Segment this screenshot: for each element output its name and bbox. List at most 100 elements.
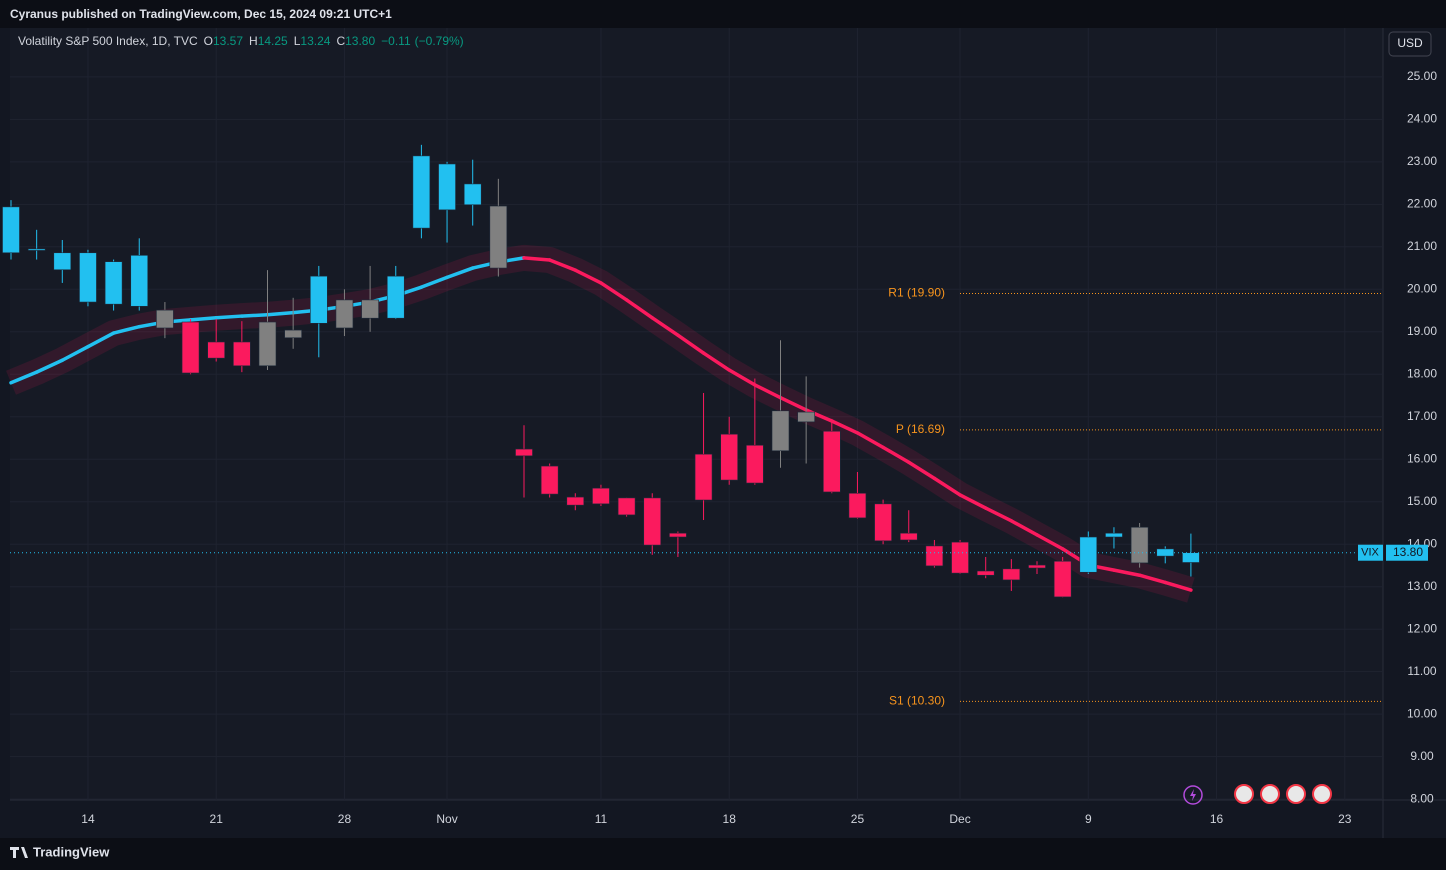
x-tick-label: 18 (723, 812, 737, 826)
candle-body (822, 430, 841, 493)
y-tick-label: 22.00 (1407, 196, 1437, 210)
candle-body (156, 309, 174, 329)
x-tick-label: 25 (851, 812, 865, 826)
candle-body (309, 275, 328, 324)
brand-text: TradingView (33, 844, 110, 859)
currency-button[interactable] (1388, 31, 1432, 57)
candle-body (771, 410, 790, 452)
candle-body (1182, 552, 1200, 563)
event-icon[interactable] (1183, 785, 1203, 805)
legend-item: L (294, 34, 301, 48)
candle-body (797, 411, 815, 423)
ma-segment (60, 344, 90, 363)
y-tick-label: 11.00 (1407, 664, 1436, 678)
candle-body (1156, 548, 1175, 557)
candle-body (1130, 526, 1149, 564)
ma-segment (240, 313, 270, 318)
ma-segment (547, 258, 578, 272)
currency-label: USD (1397, 36, 1423, 50)
y-tick-label: 9.00 (1410, 749, 1434, 763)
candle-body (1028, 564, 1046, 569)
event-flag[interactable] (1286, 784, 1306, 804)
ma-segment (599, 281, 629, 302)
candle-body (258, 321, 277, 367)
candle-body (438, 163, 456, 211)
event-flag[interactable] (1312, 784, 1332, 804)
ma-segment (778, 395, 808, 412)
ma-segment (419, 275, 449, 289)
ohlc-legend: Volatility S&P 500 Index, 1D, TVC O13.57 H… (18, 34, 464, 48)
y-tick-label: 19.00 (1407, 324, 1437, 338)
candle-body (515, 448, 533, 457)
candle-body (694, 453, 713, 501)
x-tick-label: 28 (338, 812, 352, 826)
ma-segment (983, 506, 1014, 523)
legend-item: C (336, 34, 345, 48)
candle-body (925, 545, 944, 567)
brand-logo (10, 847, 28, 858)
legend-item: Volatility S&P 500 Index, 1D, TVC (18, 34, 198, 48)
legend-item: O (204, 34, 213, 48)
x-tick-label: 16 (1210, 812, 1224, 826)
ma-segment (958, 493, 988, 510)
ma-segment (932, 476, 962, 497)
candle-body (207, 341, 225, 359)
legend-item: (−0.79%) (415, 34, 464, 48)
x-tick-label: 11 (595, 812, 608, 826)
x-tick-label: 21 (210, 812, 224, 826)
y-tick-label: 8.00 (1410, 791, 1434, 805)
ma-segment (1009, 519, 1039, 537)
ma-segment (573, 268, 603, 285)
x-tick-label: 14 (81, 812, 95, 826)
candle-body (130, 255, 149, 307)
y-tick-label: 20.00 (1407, 281, 1437, 295)
candle-body (1053, 560, 1072, 598)
ma-segment (1112, 568, 1142, 577)
candle-body (181, 321, 200, 374)
candle-body (951, 541, 969, 574)
legend-item: 14.25 (258, 34, 288, 48)
event-flag[interactable] (1234, 784, 1254, 804)
price-label-bg (1358, 544, 1383, 561)
candle-body (746, 444, 764, 484)
candle-body (874, 503, 892, 542)
ma-segment (9, 370, 39, 385)
x-tick-label: Nov (436, 812, 457, 826)
legend-item: H (249, 34, 258, 48)
ma-segment (86, 331, 116, 349)
candle-body (540, 465, 559, 495)
ma-segment (34, 358, 65, 374)
pivot-label: P (16.69) (896, 422, 945, 436)
candle-body (848, 492, 867, 519)
top-bar (0, 0, 1446, 28)
grid (10, 28, 1383, 800)
y-tick-label: 12.00 (1407, 621, 1437, 635)
candle-body (27, 248, 46, 251)
candle-body (79, 252, 97, 303)
candle-body (899, 532, 918, 541)
candle-body (386, 275, 405, 319)
candle-body (2, 206, 20, 254)
pivot-label: S1 (10.30) (889, 694, 945, 708)
candle-body (566, 496, 585, 506)
ma-segment (1035, 533, 1065, 551)
publisher-text: Cyranus published on TradingView.com, De… (10, 7, 392, 21)
legend-item: 13.57 (213, 34, 243, 48)
ma-segment (1163, 580, 1193, 592)
ma-segment (111, 324, 141, 335)
event-flag[interactable] (1260, 784, 1280, 804)
ma-segment (701, 351, 731, 372)
ma-segment (650, 316, 680, 337)
ma-segment (522, 256, 552, 262)
ma-segment (907, 460, 937, 481)
ma-segment (265, 310, 295, 317)
candle-body (592, 487, 610, 505)
y-tick-label: 17.00 (1407, 409, 1437, 423)
x-tick-label: 23 (1338, 812, 1352, 826)
y-tick-label: 25.00 (1407, 69, 1437, 83)
bottom-bar (0, 838, 1446, 870)
ma-segment (753, 383, 783, 400)
ma-segment (1137, 573, 1167, 585)
